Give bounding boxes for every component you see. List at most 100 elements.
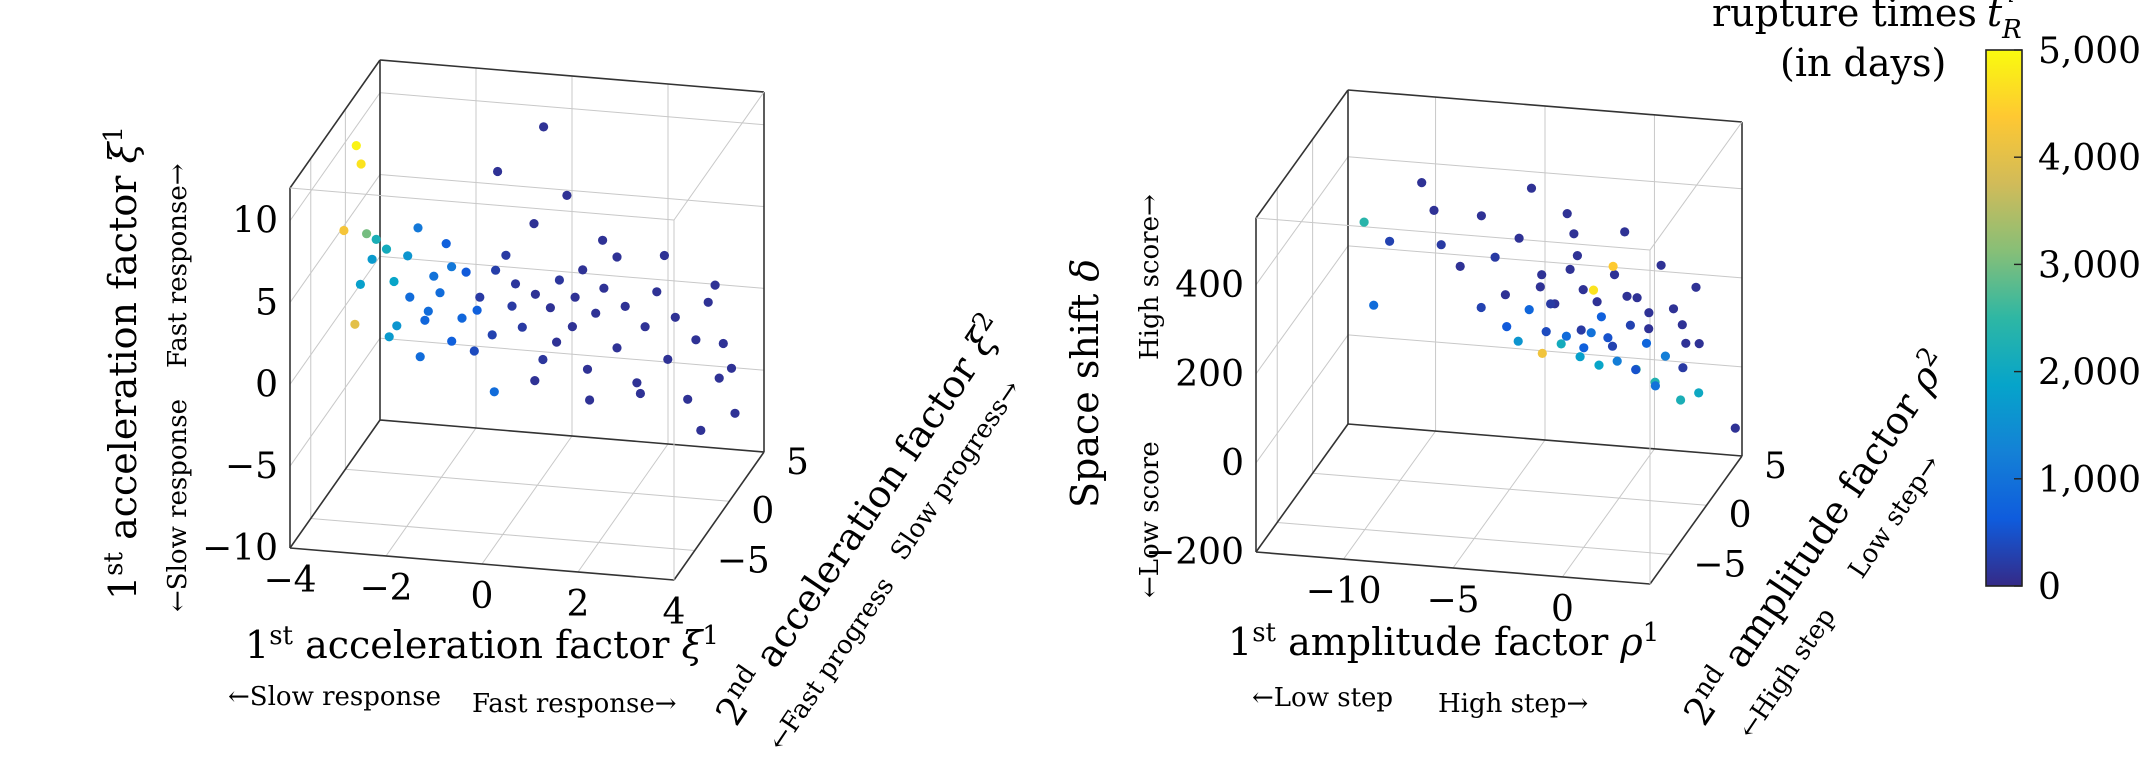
- data-point: [591, 309, 600, 318]
- data-point: [457, 314, 466, 323]
- data-point: [696, 426, 705, 435]
- gridline: [290, 93, 380, 221]
- data-point: [1589, 286, 1598, 295]
- gridline: [1562, 449, 1654, 577]
- data-point: [442, 239, 451, 248]
- data-point: [470, 346, 479, 355]
- data-point: [636, 389, 645, 398]
- data-point: [1537, 270, 1546, 279]
- colorbar-tick-label: 5,000: [2038, 31, 2141, 72]
- data-point: [1515, 234, 1524, 243]
- data-point: [1678, 320, 1687, 329]
- data-point: [1609, 262, 1618, 271]
- right-zlabel: Space shift δ: [1063, 259, 1107, 508]
- right-ticks: −10 −5 0−505−2000200400: [1145, 265, 1787, 630]
- box-edge: [1256, 90, 1348, 218]
- box-edge: [290, 60, 380, 188]
- data-point: [350, 320, 359, 329]
- x-tick-label: 0: [471, 576, 494, 617]
- data-point: [632, 378, 641, 387]
- data-point: [424, 307, 433, 316]
- data-point: [1597, 312, 1606, 321]
- data-point: [339, 226, 348, 235]
- data-point: [1657, 261, 1666, 270]
- right-x-hint-high: High step→: [1438, 689, 1588, 719]
- data-point: [1437, 240, 1446, 249]
- data-point: [493, 167, 502, 176]
- left-frame: [290, 60, 764, 580]
- data-point: [562, 191, 571, 200]
- data-point: [1562, 332, 1571, 341]
- colorbar-gradient: [1986, 50, 2022, 586]
- z-tick-label: 5: [255, 283, 278, 324]
- data-point: [1536, 282, 1545, 291]
- data-point: [568, 322, 577, 331]
- data-point: [641, 322, 650, 331]
- left-ticks: −4 −2 0 2 4−505−10−50510: [202, 201, 809, 633]
- gridline: [1277, 522, 1671, 554]
- x-tick-label: −2: [359, 568, 412, 609]
- gridline: [482, 436, 572, 564]
- x-tick-label: −5: [1426, 580, 1479, 621]
- data-point: [356, 280, 365, 289]
- data-point: [538, 355, 547, 364]
- right-xlabel: 1st amplitude factor ρ1: [1228, 618, 1659, 664]
- data-point: [1642, 339, 1651, 348]
- gridline: [290, 175, 380, 303]
- data-point: [546, 303, 555, 312]
- data-point: [1527, 184, 1536, 193]
- data-point: [730, 409, 739, 418]
- data-point: [1566, 265, 1575, 274]
- colorbar-tick-label: 1,000: [2038, 460, 2141, 501]
- data-point: [1694, 388, 1703, 397]
- data-point: [529, 219, 538, 228]
- data-point: [612, 252, 621, 261]
- data-point: [663, 355, 672, 364]
- z-tick-label: 400: [1175, 265, 1244, 306]
- data-point: [660, 251, 669, 260]
- data-point: [585, 395, 594, 404]
- data-point: [429, 272, 438, 281]
- z-tick-label: 200: [1175, 354, 1244, 395]
- right-ylabel: 2nd amplitude factor ρ2: [1673, 342, 1958, 733]
- data-point: [1608, 342, 1617, 351]
- data-point: [501, 251, 510, 260]
- x-tick-label: −10: [1306, 571, 1382, 612]
- left-zlabel: 1st acceleration factor ξ1: [99, 126, 145, 600]
- data-point: [1477, 303, 1486, 312]
- data-point: [652, 287, 661, 296]
- data-point: [555, 275, 564, 284]
- data-point: [435, 288, 444, 297]
- z-tick-label: 10: [232, 201, 278, 242]
- data-point: [362, 229, 371, 238]
- right-z-hint-low: ←Low score: [1135, 441, 1165, 598]
- data-point: [1610, 270, 1619, 279]
- data-point: [372, 235, 381, 244]
- data-point: [352, 141, 361, 150]
- data-point: [1593, 297, 1602, 306]
- right-points: [1360, 178, 1740, 433]
- colorbar-tick-label: 0: [2038, 567, 2061, 608]
- data-point: [357, 159, 366, 168]
- left-grid: [290, 60, 764, 580]
- left-z-hint-low: ←Slow response: [163, 399, 193, 612]
- box-edge-front: [1650, 122, 1742, 250]
- data-point: [389, 277, 398, 286]
- right-grid: [1256, 90, 1742, 577]
- gridline: [311, 518, 695, 550]
- data-point: [1603, 333, 1612, 342]
- data-point: [1502, 322, 1511, 331]
- data-point: [1456, 262, 1465, 271]
- gridline: [1344, 431, 1436, 559]
- data-point: [621, 302, 630, 311]
- gridline: [386, 428, 476, 556]
- data-point: [578, 265, 587, 274]
- gridline: [1453, 440, 1545, 568]
- data-point: [1429, 206, 1438, 215]
- data-point: [683, 395, 692, 404]
- data-point: [1576, 352, 1585, 361]
- data-point: [1681, 339, 1690, 348]
- data-point: [1644, 308, 1653, 317]
- data-point: [1626, 321, 1635, 330]
- left-points: [339, 122, 739, 435]
